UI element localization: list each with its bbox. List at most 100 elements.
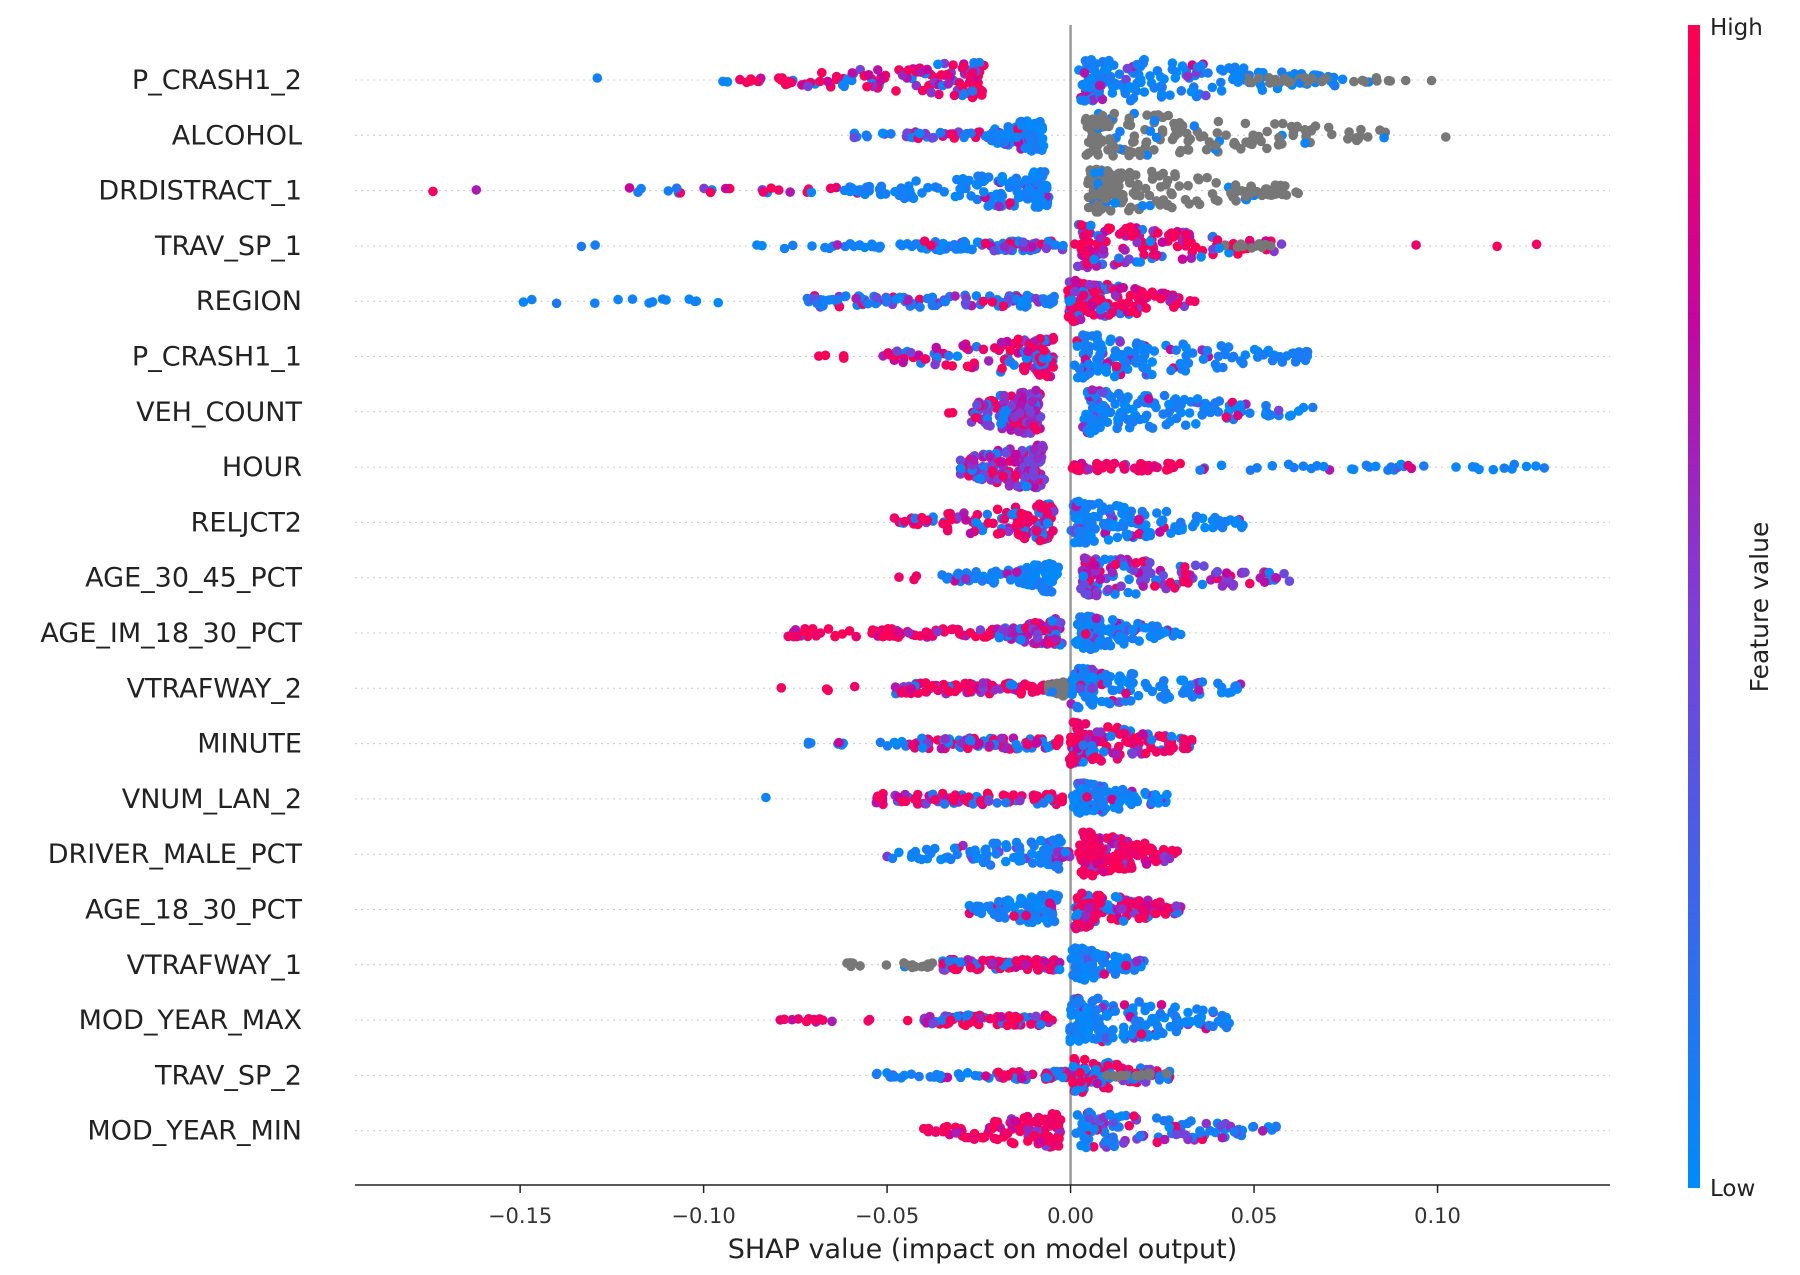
data-point — [1089, 310, 1099, 320]
data-point — [1094, 636, 1105, 647]
data-point — [1203, 68, 1213, 78]
data-point — [999, 390, 1009, 401]
data-point — [944, 956, 954, 966]
data-point — [1125, 202, 1136, 213]
data-point — [1096, 506, 1107, 516]
data-point — [1098, 244, 1109, 255]
data-point — [849, 132, 859, 143]
data-point — [1082, 792, 1092, 802]
data-point — [1411, 240, 1421, 250]
data-point — [1020, 959, 1031, 970]
data-point — [1123, 897, 1134, 907]
data-point — [1091, 858, 1102, 869]
data-point — [1419, 461, 1429, 471]
data-point — [1073, 496, 1084, 507]
data-point — [1240, 118, 1251, 129]
data-point — [894, 292, 905, 303]
data-point — [1091, 1005, 1102, 1015]
data-point — [1174, 181, 1185, 191]
data-point — [1161, 688, 1171, 698]
data-point — [875, 737, 886, 748]
data-point — [926, 240, 936, 251]
data-point — [983, 356, 994, 366]
data-point — [1149, 145, 1159, 155]
data-point — [970, 845, 980, 855]
data-point — [1270, 180, 1281, 190]
data-point — [970, 1070, 981, 1081]
data-point — [1337, 74, 1348, 85]
data-point — [973, 127, 983, 138]
data-point — [977, 86, 987, 96]
data-point — [775, 1015, 785, 1025]
data-point — [1093, 150, 1103, 160]
data-point — [955, 455, 966, 466]
data-point — [1140, 462, 1151, 472]
row-gridlines — [355, 79, 1610, 1132]
data-point — [1108, 1032, 1118, 1043]
data-point — [989, 245, 999, 256]
data-point — [820, 242, 830, 253]
data-point — [926, 87, 936, 98]
data-point — [1095, 233, 1106, 243]
data-point — [867, 239, 877, 249]
data-point — [1018, 578, 1028, 588]
data-point — [978, 296, 988, 307]
data-point — [984, 741, 995, 751]
data-point — [1069, 286, 1080, 297]
data-point — [1146, 568, 1156, 578]
data-point — [987, 135, 998, 146]
data-point — [1024, 132, 1035, 142]
data-point — [1027, 396, 1038, 407]
data-point — [1140, 678, 1151, 689]
data-point — [936, 743, 947, 754]
data-point — [1042, 508, 1053, 518]
data-point — [996, 733, 1007, 744]
data-point — [1083, 359, 1094, 370]
data-point — [1245, 465, 1256, 476]
data-point — [952, 849, 962, 860]
data-point — [1371, 73, 1382, 83]
data-point — [1079, 68, 1090, 78]
data-point — [1273, 140, 1284, 150]
data-point — [849, 681, 860, 692]
data-point — [1183, 180, 1193, 191]
data-point — [1294, 348, 1304, 358]
data-point — [1092, 727, 1102, 737]
data-point — [1258, 350, 1269, 360]
data-point — [1108, 82, 1118, 92]
data-point — [899, 958, 909, 968]
data-point — [1139, 622, 1150, 633]
data-point — [551, 298, 562, 309]
data-point — [1089, 254, 1099, 265]
data-point — [1083, 341, 1094, 352]
data-point — [1088, 114, 1098, 124]
data-point — [1245, 408, 1255, 419]
data-point — [1095, 304, 1106, 315]
data-point — [1070, 962, 1081, 973]
data-point — [1131, 358, 1141, 368]
data-point — [1073, 514, 1083, 525]
data-point — [761, 792, 771, 803]
data-point — [691, 296, 702, 306]
data-point — [1091, 613, 1102, 624]
data-point — [1212, 363, 1222, 373]
data-point — [1171, 345, 1181, 356]
data-point — [960, 130, 970, 140]
data-point — [735, 74, 745, 85]
data-point — [1066, 295, 1077, 305]
data-point — [1110, 559, 1121, 570]
data-point — [1300, 138, 1310, 148]
data-point — [867, 625, 878, 635]
data-point — [1189, 121, 1200, 131]
data-point — [994, 896, 1004, 907]
data-point — [1135, 257, 1146, 267]
data-point — [896, 183, 906, 193]
data-point — [1072, 893, 1083, 903]
data-point — [905, 192, 915, 202]
data-point — [1013, 334, 1024, 345]
data-point — [1231, 681, 1241, 691]
data-point — [1057, 796, 1067, 807]
data-point — [1109, 371, 1120, 382]
data-point — [1165, 577, 1176, 588]
data-point — [1231, 196, 1241, 206]
